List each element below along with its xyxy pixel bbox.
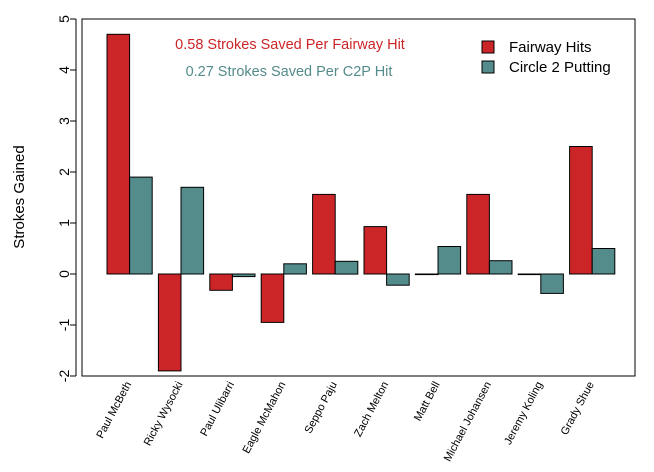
bar-fairway-hits-3 xyxy=(260,273,285,323)
bar-circle2-putting-3 xyxy=(283,263,307,275)
bar-circle2-putting-8 xyxy=(540,273,564,294)
x-category-label: Matt Bell xyxy=(412,380,443,423)
bar-fairway-hits-5 xyxy=(363,226,388,275)
y-axis: -2 -1 0 1 2 3 4 5 xyxy=(56,15,77,383)
legend: Fairway Hits Circle 2 Putting xyxy=(481,39,611,76)
bar-circle2-putting-6 xyxy=(437,246,462,275)
bar-fairway-hits-9 xyxy=(569,146,593,275)
legend-label: Circle 2 Putting xyxy=(509,59,611,76)
y-tick-label: 3 xyxy=(56,117,72,125)
x-category-label: Zach Melton xyxy=(352,380,391,439)
bar-fairway-hits-0 xyxy=(106,33,131,275)
bar-circle2-putting-2 xyxy=(231,273,256,278)
bar-fairway-hits-1 xyxy=(157,273,182,372)
legend-swatch xyxy=(481,40,495,54)
bar-fairway-hits-2 xyxy=(209,273,233,291)
x-category-label: Paul Ulibarri xyxy=(198,380,237,439)
annotation-text: 0.27 Strokes Saved Per C2P Hit xyxy=(186,64,393,80)
bar-circle2-putting-5 xyxy=(386,273,410,286)
legend-swatch xyxy=(481,60,495,74)
plot-frame xyxy=(81,18,636,377)
y-tick-label: 0 xyxy=(56,270,72,278)
bar-circle2-putting-7 xyxy=(488,260,513,275)
y-tick-label: -2 xyxy=(56,370,72,383)
bar-fairway-hits-8 xyxy=(517,273,542,276)
x-category-label: Jeremy Koling xyxy=(502,380,545,447)
x-category-label: Ricky Wysocki xyxy=(142,380,186,448)
bar-fairway-hits-4 xyxy=(312,193,336,275)
x-category-label: Grady Shue xyxy=(559,380,597,437)
y-axis-title: Strokes Gained xyxy=(11,145,28,248)
x-category-label: Seppo Paju xyxy=(303,380,340,436)
y-tick-label: -1 xyxy=(56,319,72,332)
annotations: 0.58 Strokes Saved Per Fairway Hit 0.27 S… xyxy=(175,37,405,80)
y-tick-label: 1 xyxy=(56,219,72,227)
bar-fairway-hits-6 xyxy=(414,273,439,276)
annotation-text: 0.58 Strokes Saved Per Fairway Hit xyxy=(175,37,405,53)
bar-circle2-putting-0 xyxy=(129,176,153,275)
bar-circle2-putting-9 xyxy=(591,248,616,275)
y-tick-label: 5 xyxy=(56,15,72,23)
x-category-label: Eagle McMahon xyxy=(241,380,289,456)
legend-label: Fairway Hits xyxy=(509,39,592,56)
bar-circle2-putting-1 xyxy=(180,186,205,275)
x-category-label: Paul McBeth xyxy=(94,380,134,441)
x-category-label: Michael Johansen xyxy=(442,380,494,464)
y-tick-label: 2 xyxy=(56,168,72,176)
bar-fairway-hits-7 xyxy=(466,193,490,275)
y-tick-label: 4 xyxy=(56,66,72,74)
x-axis: Paul McBeth Ricky Wysocki Paul Ulibarri Eag… xyxy=(94,380,596,464)
bar-circle2-putting-4 xyxy=(334,260,359,275)
bars-layer xyxy=(106,33,616,372)
